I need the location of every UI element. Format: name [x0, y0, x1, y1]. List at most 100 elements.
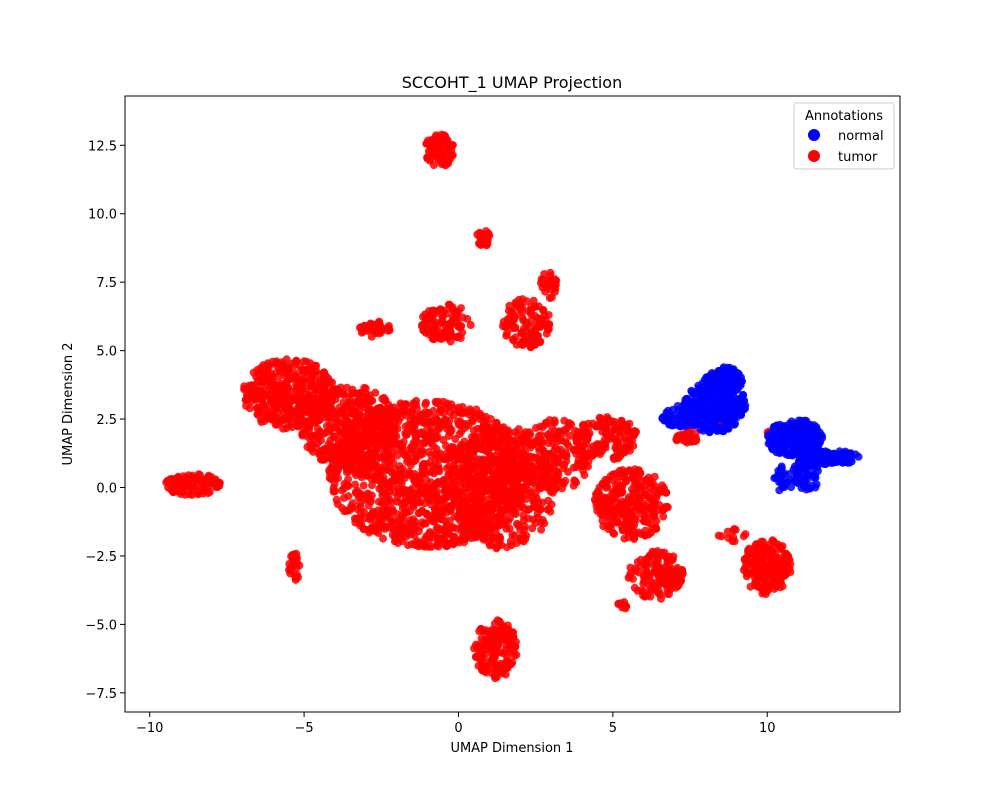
- data-point-tumor: [632, 503, 641, 512]
- data-point-tumor: [428, 468, 437, 477]
- data-point-tumor: [369, 522, 378, 531]
- data-point-tumor: [606, 472, 615, 481]
- data-point-tumor: [741, 530, 750, 539]
- data-point-tumor: [366, 405, 375, 414]
- data-point-tumor: [367, 429, 376, 438]
- data-point-tumor: [537, 437, 546, 445]
- data-point-tumor: [299, 387, 308, 396]
- data-point-tumor: [550, 287, 559, 296]
- data-point-tumor: [262, 365, 271, 373]
- data-point-tumor: [443, 488, 452, 497]
- data-point-tumor: [415, 476, 424, 484]
- data-point-tumor: [344, 475, 353, 484]
- data-point-tumor: [518, 449, 527, 458]
- data-point-tumor: [284, 412, 293, 421]
- data-point-tumor: [502, 331, 511, 340]
- data-point-tumor: [610, 455, 619, 464]
- data-point-tumor: [769, 537, 778, 546]
- data-point-tumor: [421, 328, 430, 337]
- data-point-normal: [775, 486, 784, 495]
- data-point-tumor: [314, 402, 323, 411]
- data-point-tumor: [456, 417, 465, 426]
- data-point-tumor: [278, 416, 287, 424]
- data-point-tumor: [442, 455, 451, 464]
- data-point-tumor: [593, 489, 602, 498]
- data-point-tumor: [441, 328, 450, 337]
- data-point-tumor: [423, 410, 432, 419]
- data-point-tumor: [516, 340, 525, 349]
- x-tick-label: −5: [294, 721, 313, 736]
- data-point-tumor: [485, 541, 494, 550]
- data-point-tumor: [740, 555, 749, 563]
- data-point-tumor: [526, 488, 535, 497]
- data-point-tumor: [244, 384, 253, 393]
- data-point-tumor: [399, 523, 408, 532]
- data-point-tumor: [396, 477, 405, 486]
- data-point-tumor: [308, 370, 317, 379]
- data-point-tumor: [393, 424, 402, 433]
- data-point-normal: [819, 448, 828, 457]
- data-point-normal: [801, 465, 810, 474]
- data-point-normal: [714, 386, 723, 395]
- data-point-tumor: [380, 409, 389, 418]
- data-point-tumor: [643, 591, 652, 600]
- data-point-tumor: [530, 502, 539, 511]
- data-point-tumor: [299, 394, 308, 403]
- data-point-normal: [800, 480, 809, 489]
- data-point-tumor: [505, 524, 514, 533]
- data-point-tumor: [362, 423, 370, 431]
- data-point-tumor: [758, 556, 767, 565]
- data-point-tumor: [384, 466, 393, 474]
- data-point-tumor: [271, 420, 280, 429]
- data-point-tumor: [560, 461, 569, 469]
- data-point-tumor: [510, 652, 519, 660]
- data-point-tumor: [546, 268, 555, 277]
- data-point-normal: [775, 433, 784, 442]
- data-point-tumor: [363, 489, 372, 498]
- data-point-tumor: [374, 497, 383, 506]
- data-point-tumor: [282, 355, 291, 364]
- data-point-tumor: [349, 440, 357, 449]
- data-point-normal: [711, 400, 720, 409]
- data-point-tumor: [746, 582, 755, 591]
- data-point-tumor: [391, 409, 399, 418]
- data-point-tumor: [274, 372, 283, 381]
- data-point-tumor: [332, 470, 341, 479]
- data-point-tumor: [596, 506, 605, 515]
- data-point-tumor: [540, 476, 549, 485]
- data-point-tumor: [631, 477, 640, 486]
- data-point-tumor: [439, 397, 448, 406]
- data-point-tumor: [536, 461, 545, 470]
- data-point-tumor: [508, 483, 517, 492]
- data-point-tumor: [639, 499, 648, 508]
- data-point-tumor: [399, 450, 408, 459]
- x-tick-label: 0: [454, 721, 462, 736]
- data-point-tumor: [424, 138, 433, 147]
- data-point-tumor: [536, 279, 545, 288]
- data-point-tumor: [366, 511, 375, 520]
- data-point-tumor: [390, 470, 399, 479]
- data-point-tumor: [439, 408, 448, 417]
- data-point-tumor: [608, 494, 617, 503]
- data-point-tumor: [543, 283, 552, 292]
- data-point-tumor: [519, 324, 528, 333]
- data-point-normal: [768, 445, 777, 453]
- data-point-tumor: [530, 326, 539, 335]
- data-point-tumor: [662, 589, 671, 598]
- data-point-tumor: [442, 464, 451, 473]
- data-point-tumor: [398, 504, 407, 513]
- data-point-tumor: [302, 357, 311, 366]
- data-point-tumor: [366, 437, 375, 446]
- data-point-tumor: [447, 145, 456, 154]
- data-point-tumor: [446, 337, 455, 346]
- data-point-tumor: [434, 464, 443, 473]
- data-point-tumor: [469, 426, 478, 435]
- data-point-tumor: [742, 568, 751, 577]
- data-point-tumor: [340, 507, 349, 516]
- data-point-tumor: [550, 416, 559, 425]
- data-point-tumor: [334, 462, 342, 471]
- data-point-tumor: [622, 420, 631, 429]
- data-point-tumor: [416, 541, 425, 550]
- data-point-tumor: [524, 429, 533, 438]
- data-point-tumor: [447, 400, 456, 409]
